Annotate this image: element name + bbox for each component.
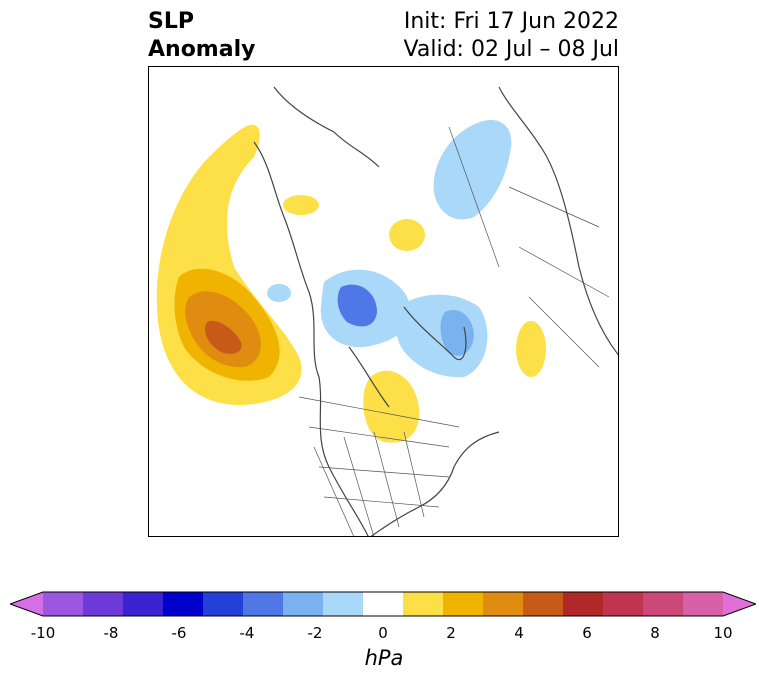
colorbar-cell [163, 592, 204, 616]
colorbar-cell [563, 592, 604, 616]
canada-high [363, 370, 420, 443]
siberia-low [433, 119, 512, 220]
colorbar-cell [243, 592, 284, 616]
colorbar-tick-label: 6 [582, 624, 592, 642]
colorbar [10, 591, 756, 617]
colorbar-tick-label: 2 [446, 624, 456, 642]
title-line-2: Anomaly [148, 37, 256, 62]
map-title: SLP Anomaly [148, 8, 255, 64]
colorbar-cell [603, 592, 644, 616]
colorbar-tick-label: -10 [30, 624, 56, 642]
colorbar-tick-label: 4 [514, 624, 524, 642]
colorbar-cell [283, 592, 324, 616]
colorbar-outline [10, 591, 756, 617]
colorbar-cell [203, 592, 244, 616]
colorbar-tick-label: -4 [239, 624, 255, 642]
borders [298, 126, 610, 536]
title-line-1: SLP [148, 9, 194, 34]
colorbar-extend-low [10, 592, 43, 616]
init-date: Init: Fri 17 Jun 2022 [403, 9, 619, 34]
colorbar-cell [363, 592, 404, 616]
coastlines [253, 86, 618, 536]
colorbar-cell [83, 592, 124, 616]
colorbar-cell [683, 592, 724, 616]
valid-date: Valid: 02 Jul – 08 Jul [403, 37, 619, 62]
colorbar-extend-high [723, 592, 756, 616]
forecast-dates: Init: Fri 17 Jun 2022 Valid: 02 Jul – 08… [404, 8, 619, 64]
baffin-high [389, 219, 425, 251]
colorbar-tick-label: 8 [650, 624, 660, 642]
alaska-high [283, 195, 319, 215]
colorbar-cell [323, 592, 364, 616]
colorbar-cell [483, 592, 524, 616]
barents-high [516, 321, 546, 377]
colorbar-cell [123, 592, 164, 616]
colorbar-cell [403, 592, 444, 616]
colorbar-units: hPa [364, 646, 404, 670]
pacific-anomaly-8 [204, 320, 242, 354]
colorbar-tick-label: 0 [378, 624, 388, 642]
map-panel [148, 66, 619, 537]
colorbar-cell [443, 592, 484, 616]
colorbar-tick-label: 10 [713, 624, 733, 642]
arctic-low-4 [337, 284, 377, 327]
colorbar-tick-label: -2 [307, 624, 323, 642]
colorbar-cell [523, 592, 564, 616]
anomaly-map [156, 86, 618, 536]
colorbar-tick-label: -6 [171, 624, 187, 642]
colorbar-cell [643, 592, 684, 616]
bering-low [267, 284, 291, 302]
colorbar-tick-label: -8 [103, 624, 119, 642]
colorbar-cell [43, 592, 84, 616]
